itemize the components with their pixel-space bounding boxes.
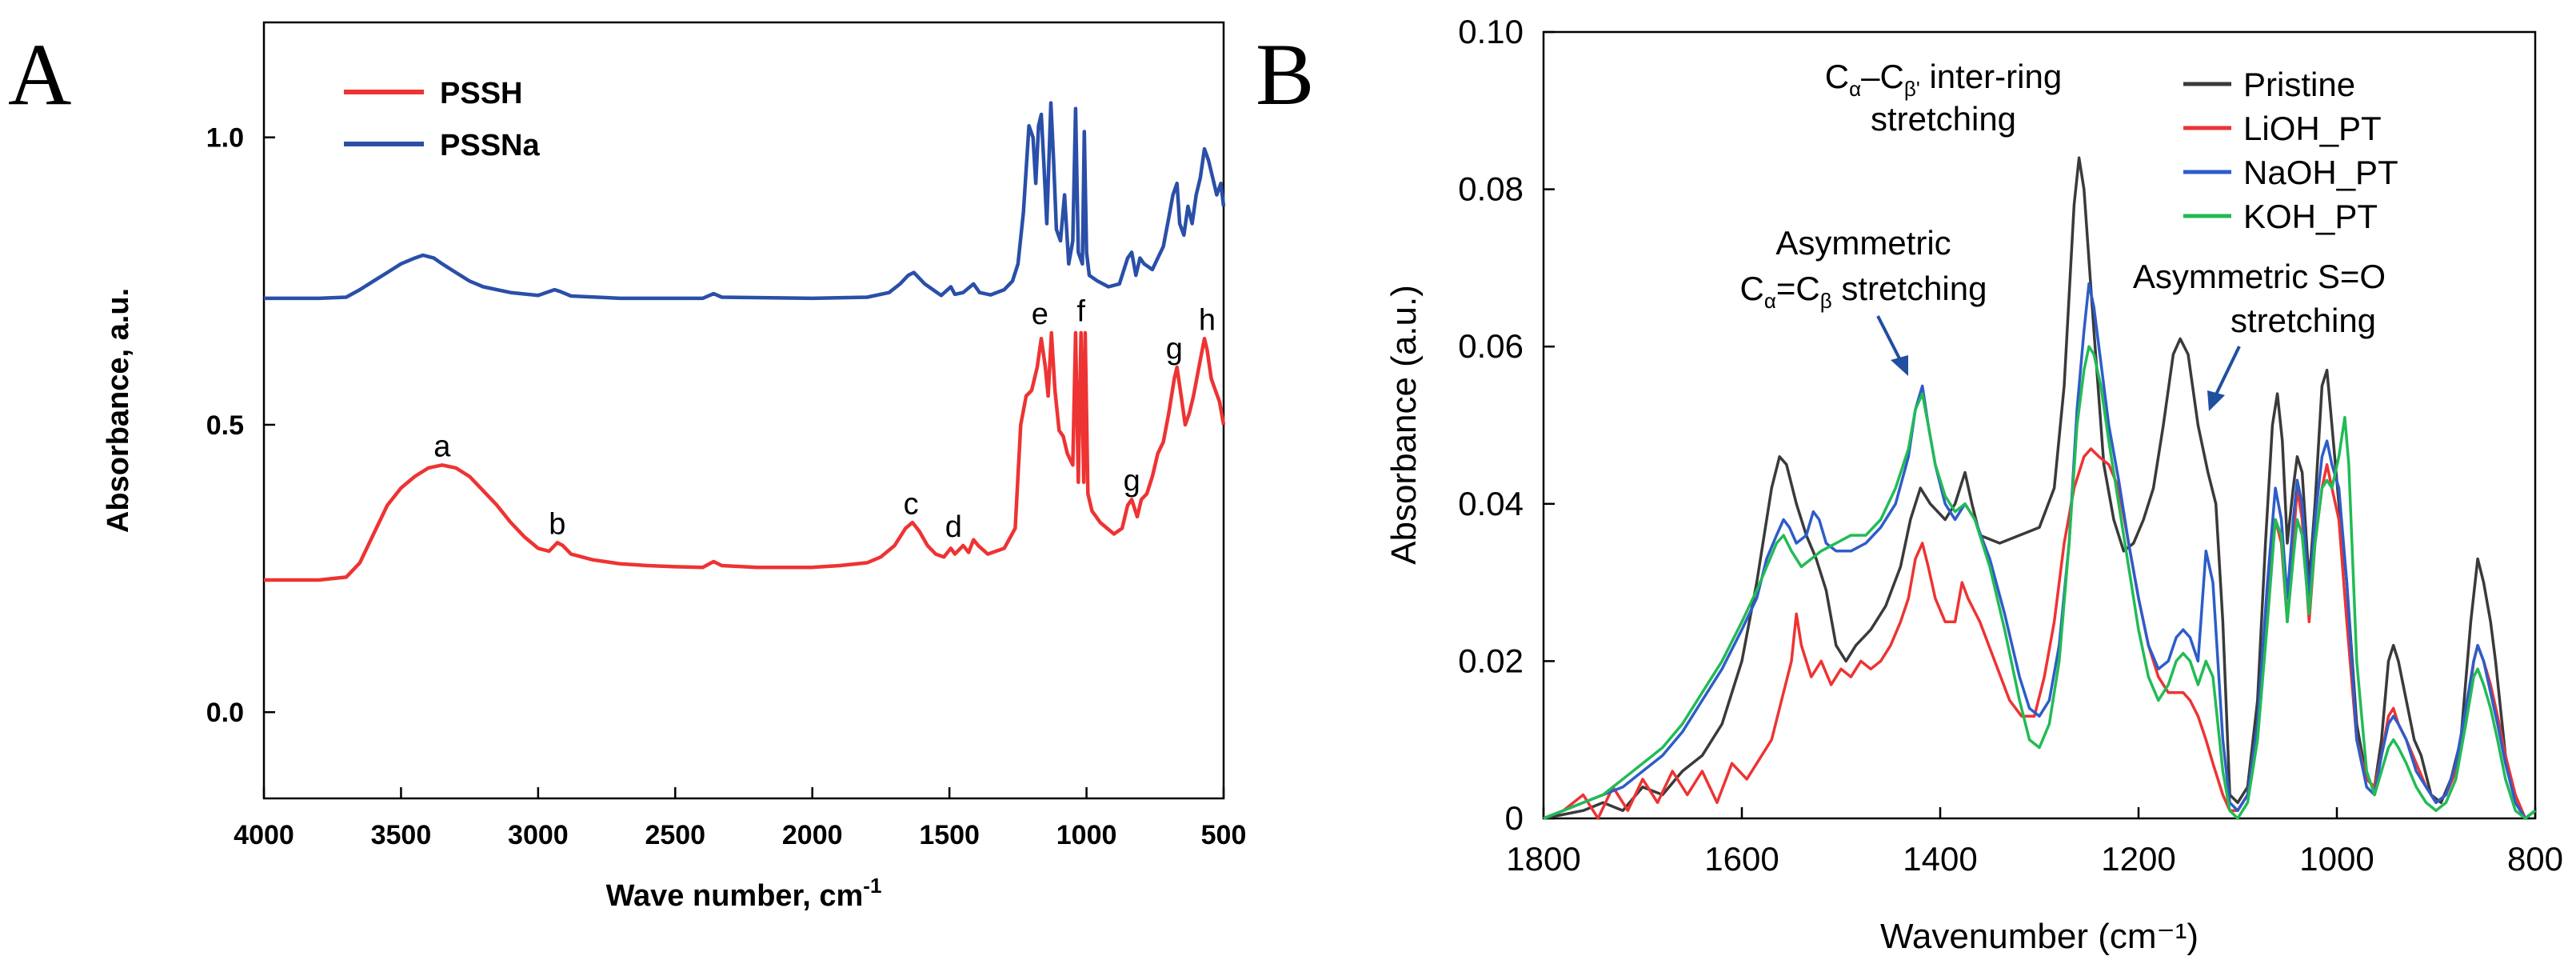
ann1-c: C: [1825, 58, 1849, 95]
panel-a-xlabel-superscript: -1: [863, 874, 881, 898]
ann3-arrowhead: [2207, 390, 2225, 411]
peak-label-g: g: [1124, 465, 1140, 498]
annotation-inter-ring: Cα–Cβ' inter-ring stretching: [1825, 58, 2062, 138]
peak-label-h: h: [1199, 303, 1216, 337]
legend-label-koh: KOH_PT: [2243, 198, 2378, 235]
peak-label-a: a: [433, 430, 451, 463]
annotation-asym-cc: Asymmetric Cα=Cβ stretching: [1740, 224, 1987, 376]
panel-b-x-tick-label: 1200: [2101, 840, 2175, 878]
panel-a-x-tick-label: 4000: [234, 820, 294, 850]
panel-b-x-tick-label: 1400: [1903, 840, 1977, 878]
panel-a-x-tick-label: 3500: [371, 820, 432, 850]
panel-b-x-tick-label: 1000: [2299, 840, 2374, 878]
panel-b: B 1800 1600 1400 1200 1000 800 0 0.02 0.04 0.06 0.…: [1256, 13, 2563, 956]
panel-b-y-tick-label: 0: [1505, 799, 1524, 837]
panel-b-xlabel: Wavenumber (cm⁻¹): [1880, 917, 2199, 956]
panel-b-plot-frame: [1542, 30, 2537, 820]
panel-a-legend: PSSH PSSNa: [344, 77, 540, 162]
panel-a-y-tick-label: 1.0: [206, 123, 244, 154]
series-line-pristine: [1543, 156, 2537, 820]
panel-a: A 4000 3500 3000 2500 2000 1500 1000 500 0.0 0.5 1…: [8, 21, 1247, 913]
ann1-mid: –C: [1861, 58, 1904, 95]
peak-label-c: c: [904, 487, 919, 521]
legend-label-pssna: PSSNa: [440, 129, 540, 162]
ann2-sub-beta: β: [1820, 289, 1832, 313]
panel-a-ylabel: Absorbance, a.u.: [102, 288, 135, 533]
panel-b-axis-ticks: 1800 1600 1400 1200 1000 800 0 0.02 0.04 0.06 0.08…: [1458, 13, 2563, 878]
panel-b-y-tick-label: 0.04: [1458, 485, 1524, 522]
panel-a-y-tick-label: 0.0: [206, 698, 244, 728]
panel-a-xlabel: Wave number, cm-1: [606, 874, 882, 913]
panel-b-legend: Pristine LiOH_PT NaOH_PT KOH_PT: [2183, 66, 2398, 235]
peak-label-e: e: [1032, 298, 1048, 331]
ann2-c: C: [1740, 270, 1764, 307]
peak-label-g: g: [1166, 332, 1183, 366]
peak-label-d: d: [945, 510, 962, 544]
series-line-koh-pt: [1543, 345, 2537, 820]
panel-b-letter: B: [1256, 26, 1314, 123]
panel-b-ylabel: Absorbance (a.u.): [1384, 285, 1424, 565]
panel-a-x-tick-label: 1500: [919, 820, 980, 850]
panel-b-x-tick-label: 800: [2507, 840, 2563, 878]
series-line-pssh: [264, 330, 1226, 582]
panel-a-x-tick-label: 1000: [1056, 820, 1117, 850]
series-line-naoh-pt: [1543, 282, 2537, 820]
peak-label-b: b: [549, 507, 565, 541]
legend-label-naoh: NaOH_PT: [2243, 154, 2398, 191]
legend-label-lioh: LiOH_PT: [2243, 110, 2382, 147]
ann2-arrowhead: [1891, 355, 1908, 376]
peak-label-f: f: [1076, 295, 1085, 329]
panel-a-xlabel-text: Wave number, cm: [606, 879, 864, 913]
ann2-sub-alpha: α: [1764, 289, 1776, 313]
annotation-asym-so: Asymmetric S=O stretching: [2133, 258, 2386, 411]
panel-a-axis-ticks: 4000 3500 3000 2500 2000 1500 1000 500 0.0 0.5 1.0: [206, 123, 1247, 850]
panel-a-plot-frame: [262, 21, 1225, 800]
panel-a-series: [264, 101, 1226, 582]
ann1-sub-beta: β': [1904, 77, 1920, 101]
panel-b-y-tick-label: 0.10: [1458, 13, 1524, 50]
ann1-line2: stretching: [1871, 100, 2016, 138]
svg-text:Wave number, cm-1: Wave number, cm-1: [606, 874, 882, 913]
panel-b-series: [1543, 156, 2537, 820]
panel-a-x-tick-label: 2000: [782, 820, 843, 850]
ann1-sub-alpha: α: [1849, 77, 1861, 101]
ann3-arrow-shaft: [2214, 346, 2241, 397]
svg-text:Cα–Cβ' inter-ring: Cα–Cβ' inter-ring: [1825, 58, 2062, 101]
panel-b-x-tick-label: 1800: [1506, 840, 1580, 878]
panel-b-y-tick-label: 0.02: [1458, 642, 1524, 679]
ann1-tail: inter-ring: [1920, 58, 2062, 95]
ann2-tail: stretching: [1832, 270, 1987, 307]
panel-a-x-tick-label: 2500: [645, 820, 705, 850]
panel-b-x-tick-label: 1600: [1704, 840, 1779, 878]
panel-a-x-tick-label: 3000: [508, 820, 569, 850]
panel-a-letter: A: [8, 26, 71, 123]
panel-a-y-tick-label: 0.5: [206, 410, 244, 441]
legend-label-pristine: Pristine: [2243, 66, 2355, 103]
ann3-line2: stretching: [2231, 302, 2376, 339]
ann3-line1: Asymmetric S=O: [2133, 258, 2386, 295]
ann2-arrow-shaft: [1876, 315, 1902, 361]
panel-a-x-tick-label: 500: [1201, 820, 1247, 850]
svg-text:Cα=Cβ stretching: Cα=Cβ stretching: [1740, 270, 1987, 313]
panel-b-y-tick-label: 0.08: [1458, 170, 1524, 208]
legend-label-pssh: PSSH: [440, 77, 522, 110]
ann2-mid: =C: [1776, 270, 1820, 307]
panel-b-y-tick-label: 0.06: [1458, 327, 1524, 365]
ann2-line1: Asymmetric: [1775, 224, 1951, 262]
series-line-pssna: [264, 101, 1226, 301]
